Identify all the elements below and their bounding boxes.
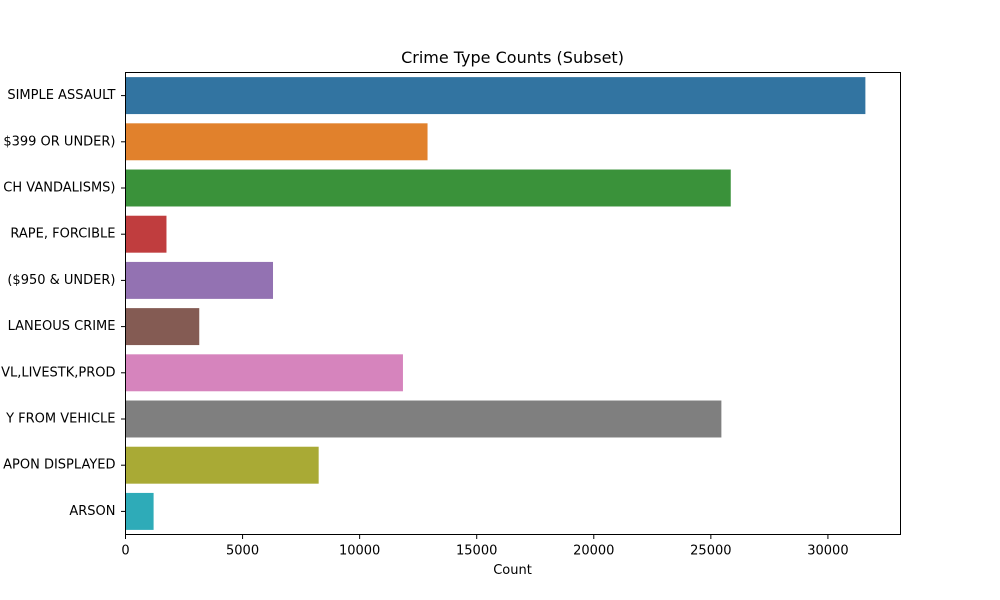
x-tick-label: 15000 xyxy=(456,544,497,559)
bar-4 xyxy=(125,215,167,253)
bar-9 xyxy=(125,446,319,484)
bar-3 xyxy=(125,169,731,207)
x-axis-label: Count xyxy=(493,563,532,578)
x-tick-label: 0 xyxy=(121,544,129,559)
x-tick-label: 30000 xyxy=(807,544,848,559)
y-tick-label: Y FROM VEHICLE xyxy=(5,412,115,427)
x-tick-label: 10000 xyxy=(339,544,380,559)
y-tick-label: LANEOUS CRIME xyxy=(8,319,116,334)
x-axis-ticks: 0 5000 10000 15000 20000 25000 30000 xyxy=(121,534,849,559)
chart-title: Crime Type Counts (Subset) xyxy=(401,48,624,67)
bar-6 xyxy=(125,308,200,346)
bar-1 xyxy=(125,77,866,115)
y-axis-labels: SIMPLE ASSAULT $399 OR UNDER) CH VANDALISM… xyxy=(1,88,126,519)
y-tick-label: ($950 & UNDER) xyxy=(7,273,115,288)
y-tick-label: CH VANDALISMS) xyxy=(3,181,115,196)
y-tick-label: SIMPLE ASSAULT xyxy=(7,88,115,103)
y-tick-label: VL,LIVESTK,PROD xyxy=(1,365,115,380)
bar-5 xyxy=(125,261,274,299)
bar-10 xyxy=(125,492,154,530)
y-tick-label: RAPE, FORCIBLE xyxy=(10,227,115,242)
y-tick-label: ARSON xyxy=(69,504,115,519)
bar-2 xyxy=(125,123,428,161)
bars-group xyxy=(125,77,866,530)
bar-7 xyxy=(125,354,403,392)
y-tick-label: APON DISPLAYED xyxy=(3,458,115,473)
plot-area-frame xyxy=(125,72,901,535)
bar-8 xyxy=(125,400,722,438)
x-tick-label: 25000 xyxy=(690,544,731,559)
y-tick-label: $399 OR UNDER) xyxy=(3,134,115,149)
x-tick-label: 5000 xyxy=(226,544,259,559)
x-tick-label: 20000 xyxy=(573,544,614,559)
